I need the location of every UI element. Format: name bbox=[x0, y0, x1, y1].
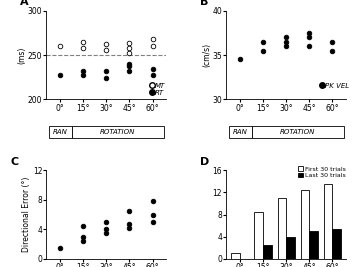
Point bbox=[127, 46, 132, 50]
Bar bbox=[310, 231, 318, 259]
Y-axis label: (ms): (ms) bbox=[17, 46, 26, 64]
Point bbox=[57, 44, 63, 48]
Point bbox=[237, 57, 243, 62]
Bar bbox=[228, 126, 252, 138]
Text: C: C bbox=[10, 157, 19, 167]
Point bbox=[150, 72, 155, 77]
Point bbox=[127, 69, 132, 73]
Point bbox=[150, 44, 155, 48]
Y-axis label: Directional Error (°): Directional Error (°) bbox=[22, 177, 31, 252]
Point bbox=[307, 31, 312, 35]
Text: ROTATION: ROTATION bbox=[280, 129, 316, 135]
Text: RAN: RAN bbox=[233, 129, 248, 135]
Text: D: D bbox=[200, 157, 209, 167]
Point bbox=[104, 220, 109, 224]
Text: RAN: RAN bbox=[53, 129, 68, 135]
Legend: First 30 trials, Last 30 trials: First 30 trials, Last 30 trials bbox=[298, 166, 346, 178]
Point bbox=[283, 44, 289, 48]
Point bbox=[260, 48, 266, 53]
Bar bbox=[72, 126, 164, 138]
Point bbox=[330, 40, 335, 44]
Point bbox=[127, 226, 132, 230]
Point bbox=[127, 51, 132, 55]
Point bbox=[127, 62, 132, 66]
Point bbox=[150, 67, 155, 71]
Bar bbox=[286, 237, 295, 259]
Legend: PK VEL: PK VEL bbox=[320, 83, 349, 89]
Point bbox=[127, 64, 132, 68]
Bar bbox=[231, 253, 240, 259]
Point bbox=[104, 42, 109, 46]
Point bbox=[150, 213, 155, 217]
Point bbox=[307, 35, 312, 40]
Point bbox=[127, 221, 132, 226]
Point bbox=[80, 46, 86, 50]
Point bbox=[104, 231, 109, 235]
Point bbox=[307, 44, 312, 48]
Bar bbox=[277, 198, 286, 259]
Bar bbox=[255, 212, 263, 259]
Bar bbox=[263, 245, 272, 259]
Point bbox=[283, 35, 289, 40]
Point bbox=[80, 69, 86, 73]
Point bbox=[80, 72, 86, 77]
Point bbox=[330, 48, 335, 53]
Point bbox=[127, 209, 132, 213]
Bar bbox=[332, 229, 341, 259]
Point bbox=[104, 48, 109, 52]
Bar bbox=[324, 184, 332, 259]
Text: ROTATION: ROTATION bbox=[100, 129, 136, 135]
Point bbox=[80, 40, 86, 44]
Point bbox=[150, 199, 155, 203]
Text: A: A bbox=[20, 0, 29, 7]
Point bbox=[150, 37, 155, 41]
Point bbox=[127, 41, 132, 46]
Bar bbox=[252, 126, 344, 138]
Point bbox=[104, 76, 109, 80]
Point bbox=[80, 223, 86, 228]
Point bbox=[104, 227, 109, 231]
Point bbox=[80, 238, 86, 243]
Point bbox=[150, 220, 155, 224]
Point bbox=[104, 69, 109, 73]
Text: B: B bbox=[200, 0, 208, 7]
Point bbox=[283, 40, 289, 44]
Point bbox=[57, 246, 63, 250]
Y-axis label: (cm/s): (cm/s) bbox=[202, 43, 211, 67]
Point bbox=[57, 72, 63, 77]
Bar bbox=[49, 126, 72, 138]
Bar bbox=[301, 190, 310, 259]
Point bbox=[260, 40, 266, 44]
Legend: MT, RT: MT, RT bbox=[150, 83, 165, 96]
Point bbox=[80, 235, 86, 239]
